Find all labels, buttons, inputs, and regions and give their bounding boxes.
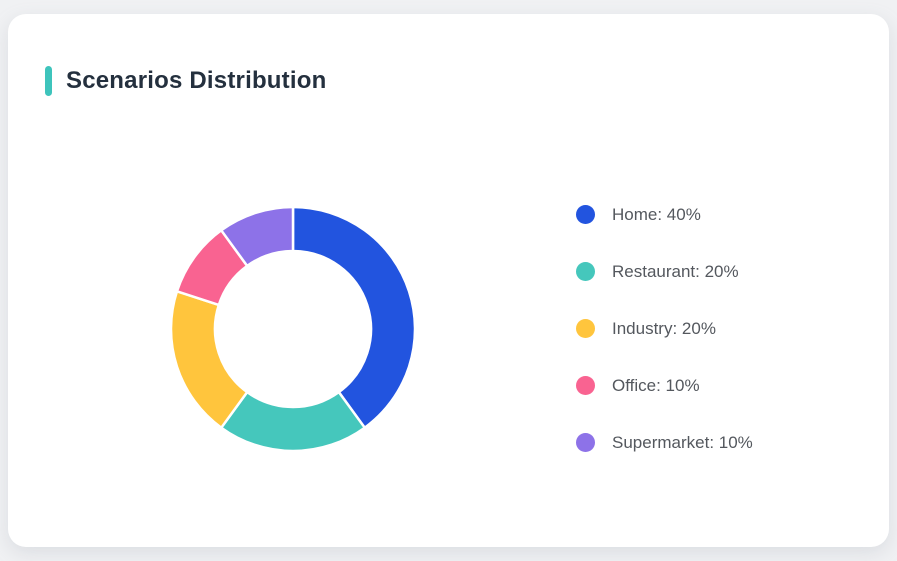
legend-label-home: Home: 40% — [612, 204, 701, 224]
legend-swatch-supermarket — [576, 432, 595, 452]
title-accent-bar — [45, 66, 52, 96]
legend-swatch-restaurant — [576, 261, 595, 281]
legend-label-supermarket: Supermarket: 10% — [612, 432, 753, 452]
page-title: Scenarios Distribution — [66, 67, 327, 94]
donut-slice-supermarket[interactable] — [220, 205, 295, 268]
legend-item-restaurant[interactable]: Restaurant: 20% — [576, 259, 753, 283]
legend-item-supermarket[interactable]: Supermarket: 10% — [576, 430, 753, 454]
scenarios-distribution-card: Scenarios Distribution Home: 40% Restaur… — [8, 14, 889, 547]
donut-slice-restaurant[interactable] — [220, 390, 366, 453]
chart-legend: Home: 40% Restaurant: 20% Industry: 20% … — [576, 202, 753, 487]
legend-swatch-office — [576, 375, 595, 395]
donut-slice-home[interactable] — [291, 205, 417, 429]
legend-swatch-industry — [576, 318, 595, 338]
legend-item-office[interactable]: Office: 10% — [576, 373, 753, 397]
legend-label-restaurant: Restaurant: 20% — [612, 261, 739, 281]
legend-label-office: Office: 10% — [612, 375, 700, 395]
card-header: Scenarios Distribution — [45, 66, 326, 96]
legend-label-industry: Industry: 20% — [612, 318, 716, 338]
donut-svg — [169, 205, 417, 453]
donut-slice-industry[interactable] — [169, 290, 249, 429]
legend-swatch-home — [576, 204, 595, 224]
legend-item-home[interactable]: Home: 40% — [576, 202, 753, 226]
donut-chart — [168, 204, 418, 454]
legend-item-industry[interactable]: Industry: 20% — [576, 316, 753, 340]
